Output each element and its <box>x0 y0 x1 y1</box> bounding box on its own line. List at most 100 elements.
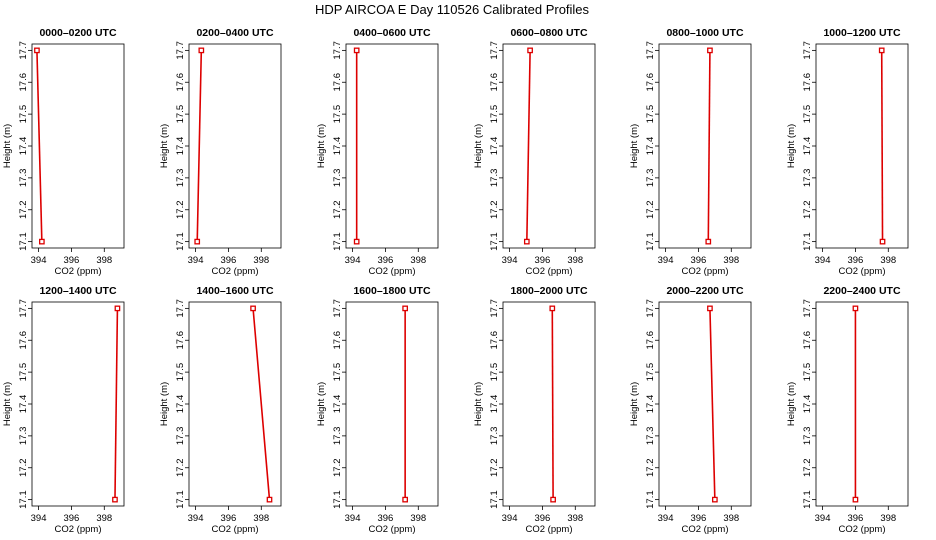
panel-2: 0200–0400 UTC 17.1 17.2 17.3 17.4 17.5 17.6 17.… <box>159 27 282 277</box>
x-axis-label: CO2 (ppm) <box>212 524 259 535</box>
x-tick-label: 398 <box>96 513 112 524</box>
x-tick-label: 398 <box>253 255 269 266</box>
x-tick-label: 398 <box>410 255 426 266</box>
profile-line <box>709 308 716 500</box>
y-tick-label: 17.3 <box>802 427 813 446</box>
x-tick-label: 396 <box>377 513 393 524</box>
x-tick-label: 398 <box>567 255 583 266</box>
plot-frame <box>658 43 752 249</box>
y-tick-label: 17.6 <box>18 331 29 350</box>
y-tick-label: 17.4 <box>645 137 656 156</box>
plot-frame <box>345 301 439 507</box>
x-tick-label: 394 <box>31 513 47 524</box>
x-tick-label: 394 <box>502 513 518 524</box>
profile-point <box>39 238 45 245</box>
y-tick-label: 17.1 <box>645 232 656 251</box>
profile-line <box>196 50 203 242</box>
x-tick-label: 396 <box>690 513 706 524</box>
y-tick-label: 17.6 <box>332 73 343 92</box>
profile-point <box>523 238 530 245</box>
y-tick-label: 17.7 <box>802 41 813 60</box>
y-axis-label: Height (m) <box>629 382 640 426</box>
y-tick-label: 17.3 <box>332 427 343 446</box>
panel-title: 1800–2000 UTC <box>510 285 587 297</box>
panel-title: 0200–0400 UTC <box>196 27 273 39</box>
y-tick-label: 17.7 <box>175 299 186 318</box>
profile-point <box>707 305 713 312</box>
profile-line <box>114 308 119 500</box>
y-tick-label: 17.7 <box>175 41 186 60</box>
panel-title: 1000–1200 UTC <box>823 27 900 39</box>
profile-point <box>852 496 859 503</box>
y-tick-label: 17.5 <box>18 363 29 382</box>
panel-8: 1400–1600 UTC 17.1 17.2 17.3 17.4 17.5 17.6 17.… <box>159 285 282 535</box>
panel-title: 1400–1600 UTC <box>196 285 273 297</box>
plot-frame <box>31 301 125 507</box>
y-tick-label: 17.2 <box>18 459 29 478</box>
y-tick-label: 17.3 <box>175 427 186 446</box>
y-tick-label: 17.3 <box>175 169 186 188</box>
x-tick-label: 394 <box>188 255 204 266</box>
y-tick-label: 17.4 <box>489 395 500 414</box>
main-title: HDP AIRCOA E Day 110526 Calibrated Profi… <box>315 2 590 17</box>
y-axis-label: Height (m) <box>159 382 170 426</box>
profile-point <box>705 238 712 245</box>
panel-10: 1800–2000 UTC 17.1 17.2 17.3 17.4 17.5 17.6 17.… <box>473 285 596 535</box>
y-tick-label: 17.1 <box>175 232 186 251</box>
y-tick-label: 17.3 <box>489 427 500 446</box>
x-axis-label: CO2 (ppm) <box>369 266 416 277</box>
x-axis-label: CO2 (ppm) <box>212 266 259 277</box>
panel-5: 0800–1000 UTC 17.1 17.2 17.3 17.4 17.5 17.6 17.… <box>629 27 752 277</box>
y-tick-label: 17.1 <box>489 490 500 509</box>
profile-point <box>266 496 273 503</box>
y-tick-label: 17.2 <box>645 201 656 220</box>
y-tick-label: 17.4 <box>489 137 500 156</box>
y-tick-label: 17.7 <box>645 299 656 318</box>
y-tick-label: 17.5 <box>332 105 343 124</box>
y-tick-label: 17.4 <box>175 395 186 414</box>
profile-point <box>194 238 201 245</box>
panel-title: 2000–2200 UTC <box>666 285 743 297</box>
profile-line <box>36 50 43 242</box>
profile-line <box>880 50 884 242</box>
profile-line <box>526 50 531 242</box>
y-tick-label: 17.4 <box>332 395 343 414</box>
y-axis-label: Height (m) <box>2 124 13 168</box>
panel-7: 1200–1400 UTC 17.1 17.2 17.3 17.4 17.5 17.6 17.… <box>2 285 125 535</box>
profile-point <box>250 305 256 312</box>
y-tick-label: 17.1 <box>332 490 343 509</box>
y-tick-label: 17.5 <box>802 363 813 382</box>
y-tick-label: 17.2 <box>802 201 813 220</box>
x-axis-label: CO2 (ppm) <box>839 266 886 277</box>
profile-point <box>878 47 885 54</box>
y-tick-label: 17.5 <box>489 363 500 382</box>
x-tick-label: 394 <box>658 513 674 524</box>
y-tick-label: 17.5 <box>332 363 343 382</box>
profile-point <box>712 496 718 503</box>
y-tick-label: 17.7 <box>332 299 343 318</box>
x-axis-label: CO2 (ppm) <box>526 524 573 535</box>
y-tick-label: 17.7 <box>18 41 29 60</box>
panel-title: 0600–0800 UTC <box>510 27 587 39</box>
y-tick-label: 17.6 <box>489 331 500 350</box>
y-tick-label: 17.1 <box>802 232 813 251</box>
y-axis-label: Height (m) <box>2 382 13 426</box>
y-tick-label: 17.7 <box>18 299 29 318</box>
y-tick-label: 17.2 <box>489 201 500 220</box>
x-tick-label: 396 <box>220 255 236 266</box>
profile-point <box>879 238 886 245</box>
panel-4: 0600–0800 UTC 17.1 17.2 17.3 17.4 17.5 17.6 17.… <box>473 27 596 277</box>
y-tick-label: 17.3 <box>18 169 29 188</box>
panel-title: 0000–0200 UTC <box>39 27 116 39</box>
y-axis-label: Height (m) <box>473 124 484 168</box>
x-tick-label: 396 <box>220 513 236 524</box>
profile-line <box>707 50 711 242</box>
y-tick-label: 17.5 <box>645 105 656 124</box>
x-tick-label: 398 <box>723 255 739 266</box>
x-tick-label: 394 <box>815 255 831 266</box>
x-tick-label: 396 <box>377 255 393 266</box>
x-tick-label: 396 <box>847 255 863 266</box>
y-tick-label: 17.5 <box>18 105 29 124</box>
profile-point <box>852 305 859 312</box>
